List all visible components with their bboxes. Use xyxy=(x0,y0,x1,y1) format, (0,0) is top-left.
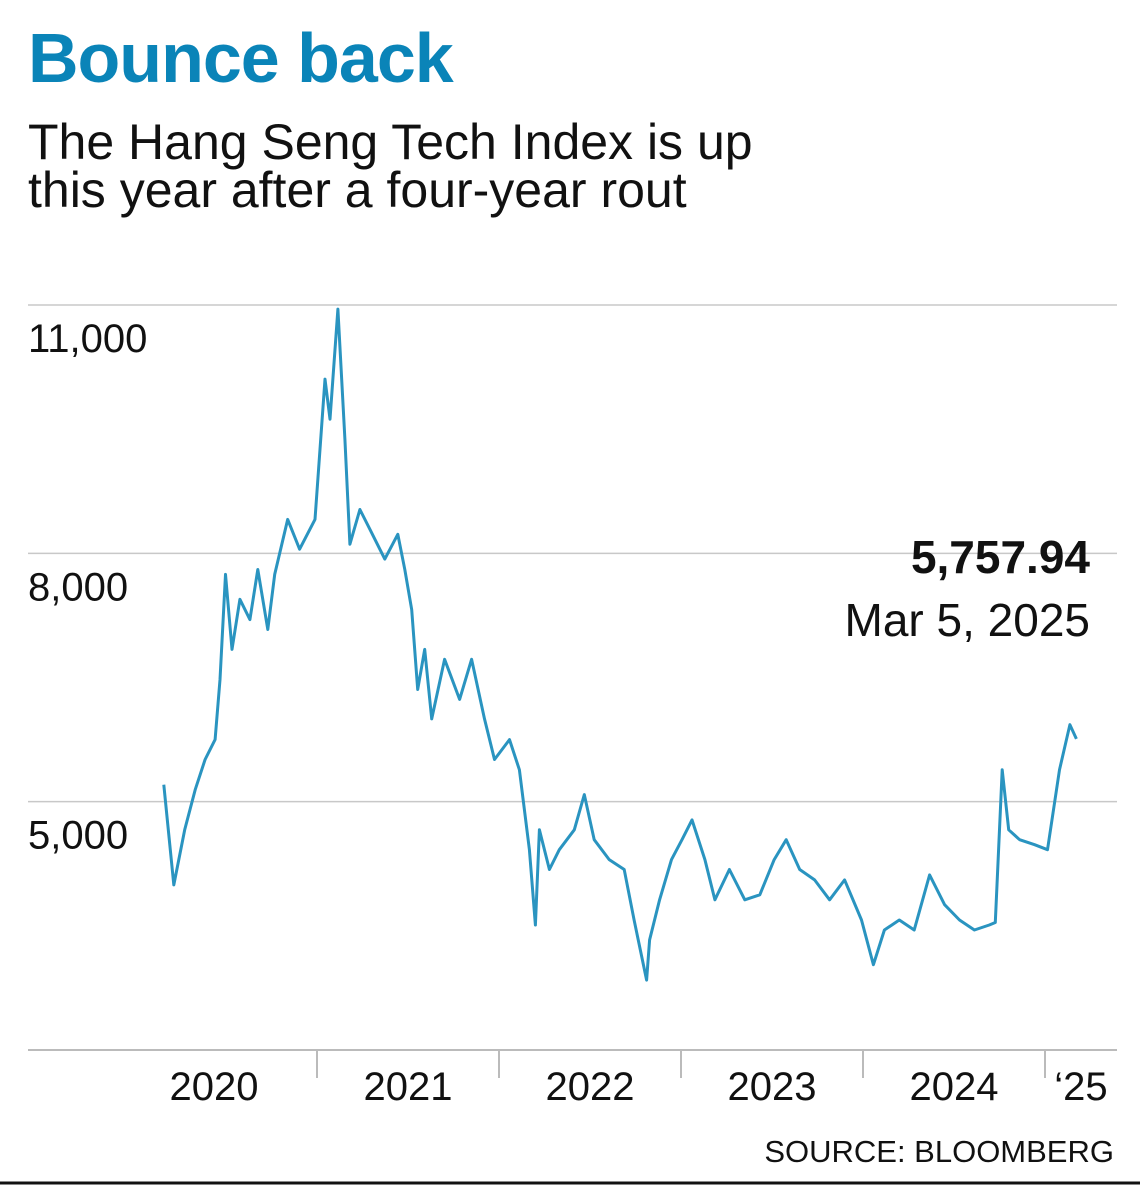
subtitle-line-2: this year after a four-year rout xyxy=(28,162,687,218)
annotation-date: Mar 5, 2025 xyxy=(845,594,1090,646)
annotation-value: 5,757.94 xyxy=(911,531,1090,583)
x-tick-label: 2021 xyxy=(364,1065,453,1109)
x-axis: 2020 2021 2022 2023 2024 ‘25 xyxy=(28,1049,1117,1109)
y-tick-label: 5,000 xyxy=(28,814,128,858)
x-tick-label: ‘25 xyxy=(1054,1065,1107,1109)
x-tick-label: 2024 xyxy=(910,1065,999,1109)
source-note: SOURCE: BLOOMBERG xyxy=(764,1134,1114,1169)
x-tick-label: 2022 xyxy=(546,1065,635,1109)
chart-title: Bounce back xyxy=(28,19,454,97)
y-tick-label: 8,000 xyxy=(28,565,128,609)
gridlines: 11,000 8,000 5,000 xyxy=(28,304,1117,858)
series-line-hang-seng-tech xyxy=(162,307,1078,982)
x-tick-label: 2020 xyxy=(170,1065,259,1109)
y-tick-label: 11,000 xyxy=(28,317,147,361)
chart-subtitle: The Hang Seng Tech Index is up this year… xyxy=(28,114,928,218)
subtitle-line-1: The Hang Seng Tech Index is up xyxy=(28,114,753,170)
x-tick-label: 2023 xyxy=(728,1065,817,1109)
